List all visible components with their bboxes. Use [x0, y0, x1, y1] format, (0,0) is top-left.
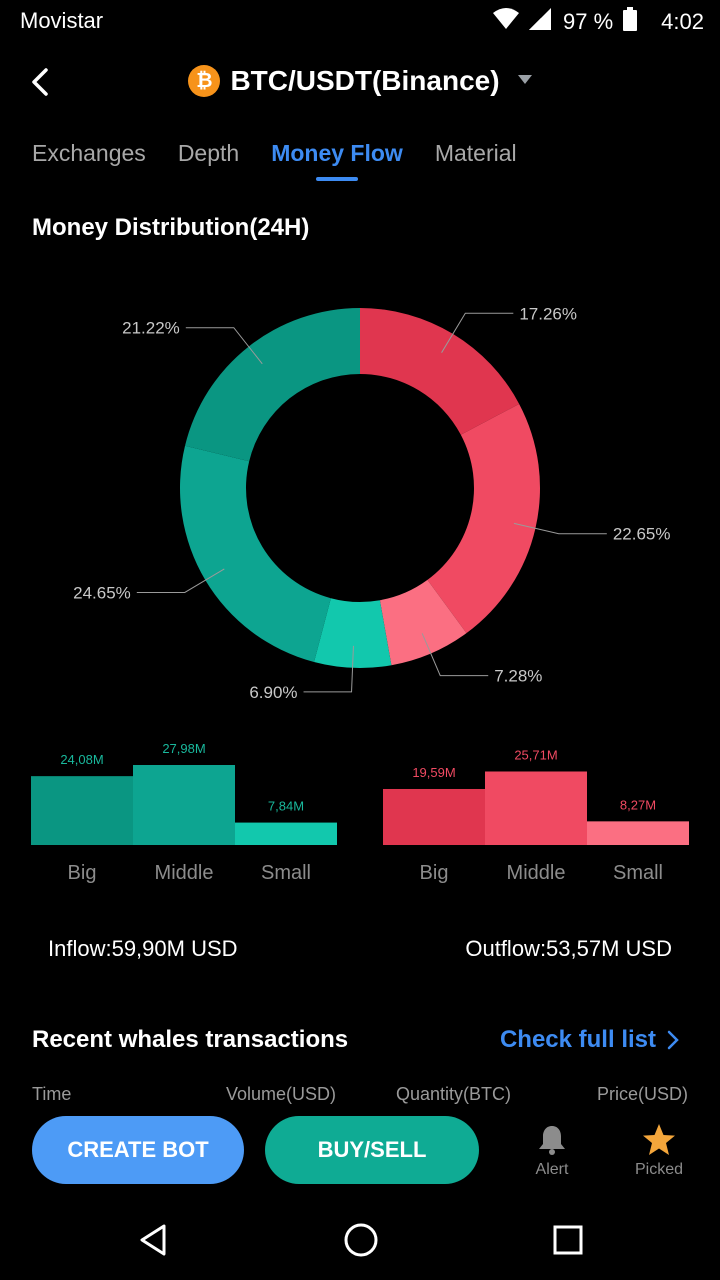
- triangle-back-icon: [140, 1224, 166, 1256]
- status-bar: Movistar 97 % 4:02: [0, 0, 720, 44]
- inflow-category-big: Big: [67, 862, 97, 884]
- picked-button[interactable]: Picked: [614, 1116, 704, 1186]
- bar-value-label: 19,59M: [412, 765, 455, 780]
- bar-value-label: 25,71M: [514, 747, 557, 762]
- outflow-category-small: Small: [612, 862, 663, 884]
- donut-slice: [314, 598, 392, 668]
- system-nav-bar: [0, 1200, 720, 1280]
- nav-back-button[interactable]: [132, 1218, 176, 1262]
- inflow-category-small: Small: [260, 862, 311, 884]
- outflow-category-big: Big: [419, 862, 449, 884]
- chevron-left-icon: [32, 68, 48, 96]
- donut-leader-line: [136, 568, 225, 593]
- bar: [31, 776, 133, 845]
- square-recents-icon: [553, 1225, 583, 1255]
- donut-slice: [379, 579, 467, 666]
- nav-recents-button[interactable]: [546, 1218, 590, 1262]
- create-bot-button[interactable]: CREATE BOT: [32, 1116, 244, 1184]
- circle-home-icon: [344, 1223, 378, 1257]
- donut-slice-label: 22.65%: [613, 525, 671, 544]
- bar: [133, 765, 235, 845]
- donut-leader-line: [441, 312, 514, 353]
- column-volume: Volume(USD): [226, 1084, 337, 1104]
- donut-slice-label: 7.28%: [494, 667, 542, 686]
- tab-exchanges[interactable]: Exchanges: [32, 140, 146, 166]
- donut-slice: [179, 445, 331, 663]
- donut-slice-label: 21.22%: [122, 319, 180, 338]
- status-icons: 97 % 4:02: [493, 7, 704, 37]
- bar-value-label: 24,08M: [60, 752, 103, 767]
- alert-button[interactable]: Alert: [507, 1116, 597, 1186]
- donut-slice: [360, 308, 520, 435]
- bell-icon: [539, 1126, 565, 1155]
- battery-icon: [623, 7, 638, 37]
- pair-selector[interactable]: ₿ BTC/USDT(Binance): [0, 58, 720, 104]
- donut-leader-line: [185, 327, 263, 365]
- check-full-list-label: Check full list: [499, 1026, 656, 1053]
- bar-value-label: 27,98M: [162, 741, 205, 756]
- wifi-icon: [493, 8, 520, 36]
- outflow-bar-chart: 19,59M 25,71M 8,27M: [383, 747, 689, 845]
- outflow-category-middle: Middle: [506, 862, 566, 884]
- bar-value-label: 7,84M: [268, 799, 304, 814]
- bar: [383, 788, 485, 845]
- back-button[interactable]: [22, 62, 62, 102]
- bar-value-label: 8,27M: [620, 797, 656, 812]
- donut-slice: [185, 308, 360, 462]
- pair-title: BTC/USDT(Binance): [230, 65, 500, 96]
- column-quantity: Quantity(BTC): [396, 1084, 512, 1104]
- donut-leader-line: [303, 645, 354, 693]
- money-distribution-title: Money Distribution(24H): [32, 214, 310, 241]
- donut-slice-label: 6.90%: [249, 683, 297, 702]
- signal-icon: [529, 8, 553, 36]
- outflow-total: Outflow:53,57M USD: [465, 936, 672, 961]
- money-distribution-donut: 17.26% 22.65% 7.28% 6.90% 24.65% 21.22%: [73, 304, 671, 702]
- whales-title: Recent whales transactions: [32, 1026, 349, 1053]
- nav-home-button[interactable]: [339, 1218, 383, 1262]
- clock: 4:02: [661, 9, 704, 34]
- donut-slice-label: 17.26%: [519, 304, 577, 323]
- tab-material[interactable]: Material: [434, 140, 517, 166]
- buy-sell-button[interactable]: BUY/SELL: [265, 1116, 479, 1184]
- bar: [485, 771, 587, 845]
- tab-bar: Exchanges Depth Money Flow Material: [32, 140, 517, 175]
- inflow-total: Inflow:59,90M USD: [48, 936, 238, 961]
- bitcoin-icon: ₿: [188, 65, 221, 97]
- battery-percent: 97 %: [563, 9, 614, 34]
- chevron-right-icon: [667, 1030, 679, 1050]
- star-icon: [643, 1124, 675, 1155]
- alert-label: Alert: [535, 1161, 569, 1178]
- caret-down-icon: [517, 74, 532, 84]
- tab-depth[interactable]: Depth: [177, 140, 240, 166]
- check-full-list-link[interactable]: Check full list: [500, 1026, 680, 1054]
- bar: [235, 822, 337, 845]
- inflow-bar-chart: 24,08M 27,98M 7,84M: [31, 741, 337, 845]
- donut-leader-line: [513, 522, 607, 535]
- bar: [587, 821, 689, 845]
- picked-label: Picked: [634, 1161, 684, 1178]
- column-price: Price(USD): [596, 1084, 688, 1104]
- carrier-name: Movistar: [20, 8, 104, 33]
- donut-slice-label: 24.65%: [73, 583, 131, 602]
- tab-money-flow[interactable]: Money Flow: [271, 140, 403, 175]
- donut-leader-line: [421, 633, 489, 677]
- inflow-category-middle: Middle: [154, 862, 214, 884]
- column-time: Time: [32, 1084, 72, 1104]
- donut-slice: [427, 403, 540, 634]
